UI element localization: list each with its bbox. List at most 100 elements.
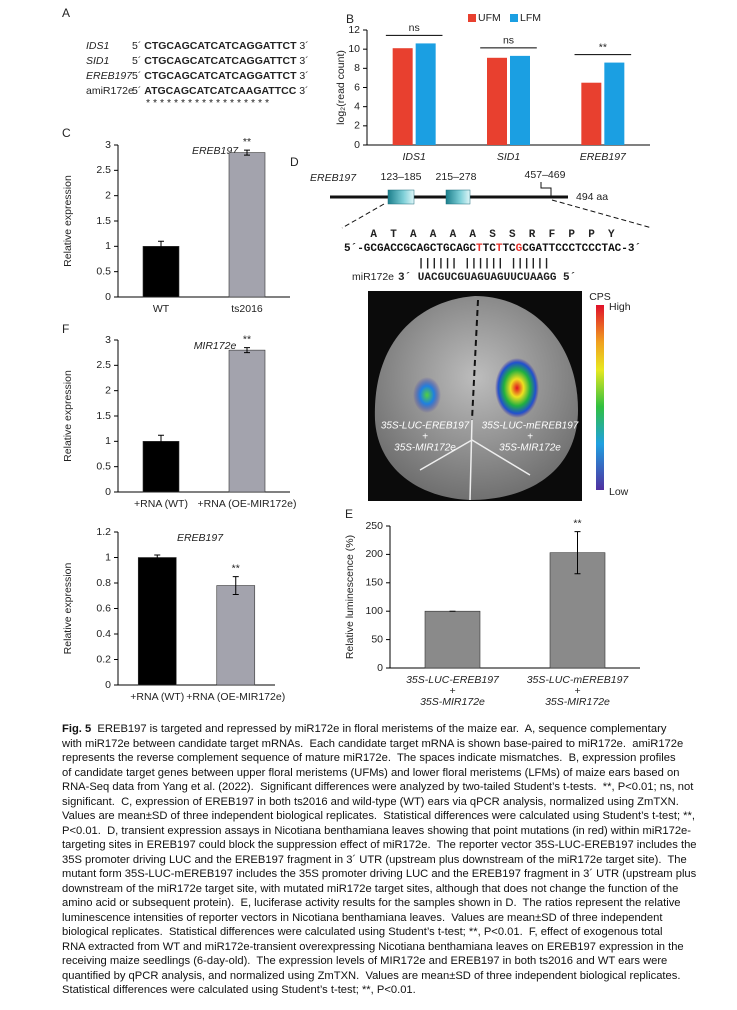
panel-a: IDS1 SID1 EREB197 amiR172e 5´ CTGCAGCATC… <box>86 40 309 109</box>
sequence: CTGCAGCATCATCAGGATTCT <box>144 55 297 67</box>
sample-label: 35S-LUC-mEREB197 <box>482 421 579 432</box>
y-tick-label: 0.2 <box>96 653 111 665</box>
y-tick-label: 0.8 <box>96 577 111 589</box>
mirna-name: miR172e <box>352 271 394 283</box>
amino-acid: A <box>450 229 457 241</box>
sample-label: + <box>422 432 428 443</box>
y-tick-label: 0.5 <box>96 460 111 472</box>
sequence-run: TC <box>502 243 516 255</box>
x-tick-label: + <box>449 685 455 697</box>
x-tick-label: +RNA (WT) <box>134 498 188 510</box>
caption-line: Statistical differences were calculated … <box>62 983 697 998</box>
amino-acid: A <box>370 229 377 241</box>
caption: Fig. 5 EREB197 is targeted and repressed… <box>62 722 697 998</box>
error-bar <box>232 576 239 595</box>
zoom-line <box>551 199 653 229</box>
x-tick-label: +RNA (WT) <box>130 691 184 703</box>
legend-label: UFM <box>478 12 501 24</box>
y-tick-label: 3 <box>105 139 111 151</box>
y-tick-label: 6 <box>354 81 360 93</box>
prime: 3´ <box>299 85 308 97</box>
x-tick-label: SID1 <box>497 151 520 163</box>
sequence-run: 5´-GCGACCGCAGCTGCAGC <box>344 243 476 255</box>
y-tick-label: 12 <box>348 24 360 36</box>
amino-acid: A <box>430 229 437 241</box>
sequence-run: G <box>516 243 523 255</box>
bar <box>581 82 602 145</box>
x-tick-label: +RNA (OE-MIR172e) <box>186 691 285 703</box>
significance-label: ** <box>243 333 251 345</box>
y-tick-label: 2.5 <box>96 164 111 176</box>
bar <box>392 48 413 146</box>
sequence-run: T <box>496 243 503 255</box>
y-tick-label: 3 <box>105 334 111 346</box>
domain-box <box>387 189 415 205</box>
caption-text: significant. C, expression of EREB197 in… <box>62 795 679 808</box>
y-tick-label: 1 <box>105 435 111 447</box>
divider <box>471 299 479 421</box>
figure-label: Fig. 5 <box>62 723 92 735</box>
caption-text: represents the reverse complement sequen… <box>62 752 676 764</box>
caption-line: quantified by qPCR analysis, and normali… <box>62 969 697 984</box>
caption-text: downstream of the miR172e target site, w… <box>62 882 679 895</box>
domain-label: 215–278 <box>436 171 477 183</box>
caption-text: targeting sites in EREB197 could block t… <box>62 839 697 851</box>
significance-label: ** <box>243 136 251 148</box>
mirna-sequence: 3´ UACGUCGUAGUAGUUCUAAGG 5´ <box>398 272 576 284</box>
domain-label: 123–185 <box>381 171 422 183</box>
sample-label: 35S-MIR172e <box>499 443 561 454</box>
panel-label: A <box>62 6 70 20</box>
sequence-row: 5´ CTGCAGCATCATCAGGATTCT 3´ <box>132 70 309 82</box>
scale-high: High <box>609 301 631 313</box>
y-axis-label: log₂(read count) <box>335 50 347 125</box>
x-tick-label: IDS1 <box>402 151 425 163</box>
legend-swatch <box>510 14 518 22</box>
caption-text: Values are mean±SD of three independent … <box>62 810 695 822</box>
sequence: CTGCAGCATCATCAGGATTCT <box>144 40 297 52</box>
y-tick-label: 0.6 <box>96 602 111 614</box>
panel-label: C <box>62 126 71 140</box>
y-axis-label: Relative expression <box>62 563 74 655</box>
x-tick-label: 35S-MIR172e <box>545 696 610 708</box>
caption-line: biological replicates. Statistical diffe… <box>62 925 697 940</box>
amino-acid: S <box>509 229 516 241</box>
y-tick-label: 0 <box>105 486 111 498</box>
caption-line: represents the reverse complement sequen… <box>62 751 697 766</box>
figure: A B C D E F IDS1 SID1 EREB197 amiR172e 5… <box>62 6 653 708</box>
bar <box>487 57 507 145</box>
legend-label: LFM <box>520 12 541 24</box>
panel-label: E <box>345 507 353 521</box>
significance-label: ns <box>503 35 514 47</box>
caption-line: with miR172e between candidate target mR… <box>62 737 697 752</box>
chart-title: EREB197 <box>192 145 239 157</box>
leaf <box>374 296 578 500</box>
color-scale <box>596 305 604 490</box>
chart-title: EREB197 <box>177 532 224 544</box>
site-label: 457–469 <box>525 169 566 181</box>
error-bar <box>158 434 164 448</box>
y-tick-label: 0.5 <box>96 265 111 277</box>
caption-line: luminescence intensities of reporter vec… <box>62 911 697 926</box>
caption-text: RNA extracted from WT and miR172e-transi… <box>62 940 684 953</box>
sample-label: + <box>527 432 533 443</box>
y-axis-label: Relative expression <box>62 175 74 267</box>
error-bar <box>244 347 250 354</box>
caption-text: P<0.01. D, transient expression assays i… <box>62 824 692 837</box>
caption-text: quantified by qPCR analysis, and normali… <box>62 969 681 982</box>
y-tick-label: 0 <box>377 662 383 674</box>
error-bar <box>154 554 161 561</box>
y-tick-label: 100 <box>365 605 383 617</box>
bar <box>228 152 266 298</box>
error-bar <box>158 240 164 252</box>
significance-label: ** <box>599 41 607 53</box>
gene-name: amiR172e <box>86 85 134 97</box>
caption-line: P<0.01. D, transient expression assays i… <box>62 824 697 839</box>
amino-acid: A <box>410 229 417 241</box>
amino-acid: S <box>489 229 496 241</box>
signal <box>495 358 539 418</box>
y-tick-label: 0.4 <box>96 628 111 640</box>
zoom-line <box>341 203 385 229</box>
legend-swatch <box>468 14 476 22</box>
x-tick-label: EREB197 <box>580 151 627 163</box>
domain-box <box>445 189 471 205</box>
